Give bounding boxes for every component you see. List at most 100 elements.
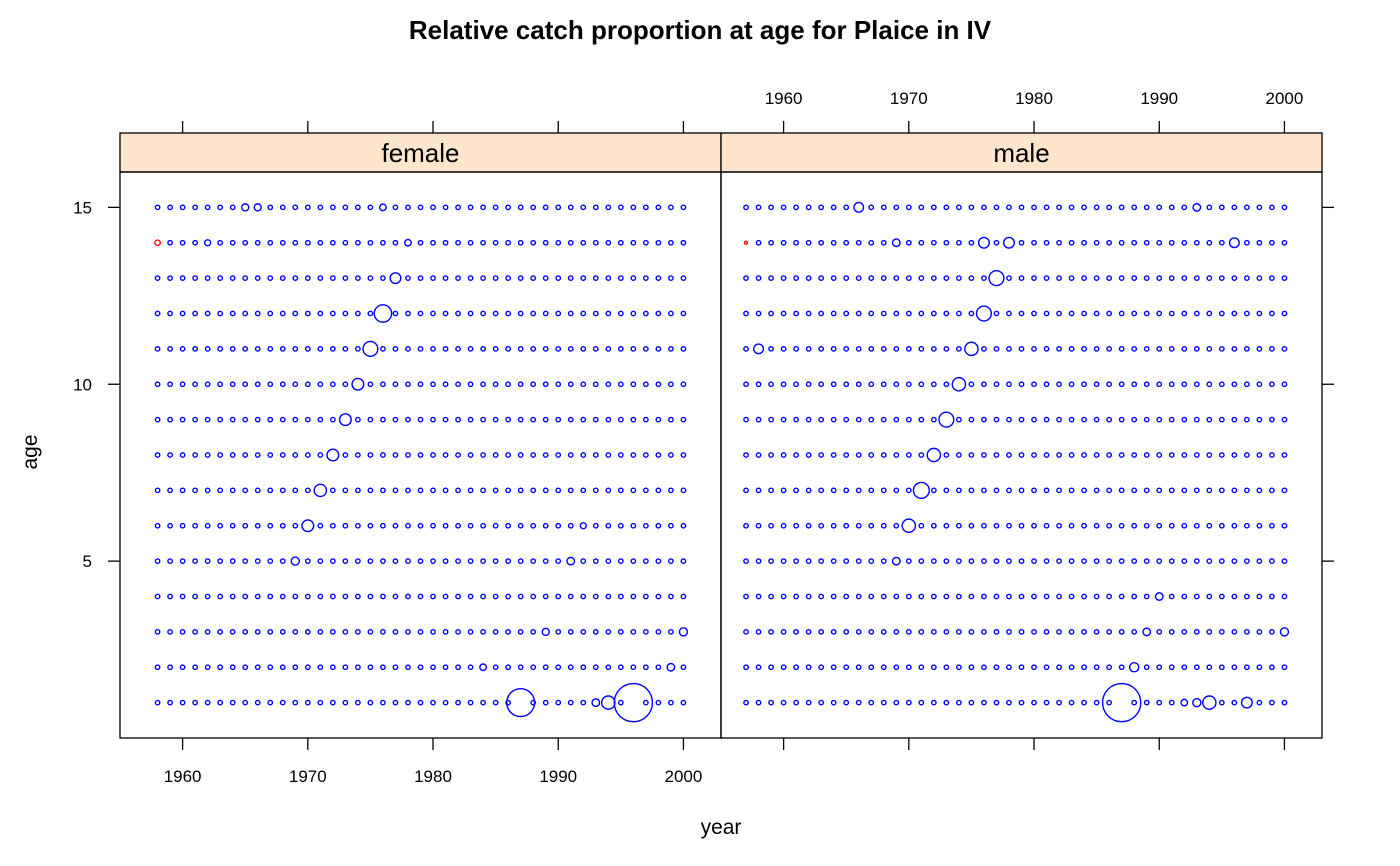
data-point bbox=[1231, 275, 1238, 282]
data-point bbox=[480, 204, 487, 211]
data-point bbox=[217, 204, 224, 211]
data-point bbox=[768, 628, 774, 635]
data-point bbox=[930, 239, 937, 246]
data-point bbox=[1243, 628, 1250, 635]
data-point bbox=[930, 345, 937, 352]
data-point bbox=[1093, 628, 1100, 635]
data-point bbox=[517, 558, 524, 565]
data-point bbox=[392, 452, 399, 458]
data-point bbox=[668, 487, 674, 494]
data-point bbox=[955, 699, 962, 706]
data-point bbox=[1269, 416, 1275, 423]
data-point bbox=[329, 310, 336, 317]
data-point bbox=[1143, 699, 1150, 706]
data-point bbox=[1081, 487, 1088, 494]
data-point bbox=[853, 201, 865, 213]
data-point bbox=[292, 452, 299, 458]
data-point bbox=[1168, 310, 1175, 317]
data-point bbox=[1206, 310, 1213, 317]
data-point bbox=[229, 204, 236, 211]
data-point bbox=[380, 416, 386, 423]
data-point bbox=[417, 558, 424, 565]
data-point bbox=[229, 416, 236, 423]
data-point bbox=[342, 452, 349, 458]
data-point bbox=[1093, 452, 1100, 458]
data-point bbox=[830, 345, 837, 352]
data-point bbox=[1156, 522, 1163, 529]
data-point bbox=[1269, 699, 1275, 706]
data-point bbox=[229, 381, 236, 388]
data-point bbox=[442, 593, 449, 600]
data-point bbox=[154, 239, 161, 247]
data-point bbox=[805, 275, 812, 282]
data-point bbox=[467, 204, 474, 211]
data-point bbox=[893, 664, 900, 671]
data-point bbox=[192, 522, 199, 529]
data-point bbox=[1031, 628, 1037, 635]
data-point bbox=[204, 558, 211, 565]
data-point bbox=[329, 239, 336, 246]
data-point bbox=[1068, 416, 1075, 423]
data-point bbox=[367, 699, 374, 706]
data-point bbox=[880, 310, 887, 317]
data-point bbox=[229, 699, 236, 706]
data-point bbox=[1243, 239, 1250, 246]
data-point bbox=[830, 275, 837, 282]
data-point bbox=[793, 522, 800, 529]
data-point bbox=[492, 345, 499, 352]
data-point bbox=[179, 345, 186, 352]
data-point bbox=[442, 628, 449, 635]
data-point bbox=[1018, 699, 1025, 706]
data-point bbox=[242, 381, 249, 388]
data-point bbox=[555, 452, 562, 458]
data-point bbox=[1181, 239, 1188, 246]
data-point bbox=[642, 558, 649, 565]
data-point bbox=[1193, 416, 1200, 423]
data-point bbox=[317, 522, 324, 529]
data-point bbox=[480, 452, 487, 458]
data-point bbox=[1181, 487, 1188, 494]
data-point bbox=[1192, 697, 1202, 708]
data-point bbox=[680, 310, 687, 317]
data-point bbox=[492, 452, 499, 458]
data-point bbox=[1056, 628, 1062, 635]
data-point bbox=[192, 664, 199, 671]
data-point bbox=[680, 664, 687, 671]
data-point bbox=[217, 239, 224, 246]
data-point bbox=[567, 452, 574, 458]
data-point bbox=[968, 452, 975, 458]
data-point bbox=[179, 699, 186, 706]
data-point bbox=[805, 310, 812, 317]
data-point bbox=[755, 593, 762, 600]
data-point bbox=[505, 381, 512, 388]
data-point bbox=[1056, 416, 1062, 423]
data-point bbox=[943, 275, 950, 282]
data-point bbox=[592, 204, 599, 211]
data-point bbox=[367, 593, 374, 600]
data-point bbox=[755, 416, 762, 423]
data-point bbox=[830, 699, 837, 706]
data-point bbox=[292, 310, 299, 317]
data-point bbox=[1018, 628, 1025, 635]
data-point bbox=[617, 558, 624, 565]
data-point bbox=[1118, 239, 1125, 246]
data-point bbox=[167, 558, 173, 565]
x-tick-label: 2000 bbox=[1266, 89, 1304, 108]
data-point bbox=[417, 452, 424, 458]
data-point bbox=[943, 452, 950, 458]
data-point bbox=[993, 310, 1000, 317]
data-point bbox=[292, 416, 299, 423]
data-point bbox=[279, 345, 286, 352]
data-point bbox=[868, 381, 875, 388]
data-point bbox=[780, 204, 787, 211]
data-point bbox=[893, 345, 900, 352]
data-point bbox=[592, 593, 599, 600]
data-point bbox=[1056, 558, 1062, 565]
data-point bbox=[517, 239, 524, 246]
data-point bbox=[968, 522, 975, 529]
data-point bbox=[981, 275, 987, 282]
data-point bbox=[442, 381, 449, 388]
x-tick-label: 1980 bbox=[414, 767, 452, 786]
data-point bbox=[1093, 345, 1100, 352]
data-point bbox=[893, 487, 900, 494]
